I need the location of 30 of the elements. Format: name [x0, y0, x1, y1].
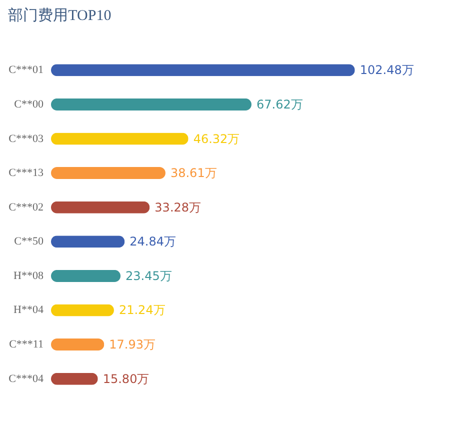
y-tick-label: C***04	[8, 372, 44, 385]
data-label: 33.28万	[154, 200, 202, 214]
data-label: 21.24万	[118, 303, 166, 318]
data-label: 17.93万	[109, 338, 156, 352]
data-label: 24.84万	[130, 234, 176, 249]
bar	[51, 201, 150, 214]
data-label: 67.62万	[256, 97, 303, 112]
bar	[51, 132, 188, 145]
chart-title: 部门费用TOP10	[8, 7, 112, 24]
bar	[51, 98, 252, 110]
y-tick-label: C**50	[14, 236, 44, 248]
bar	[51, 304, 114, 316]
y-tick-label: C***03	[8, 132, 44, 145]
y-tick-label: C***13	[8, 167, 44, 180]
y-tick-label: C***02	[8, 201, 44, 214]
y-tick-label: C***11	[9, 338, 44, 351]
bar	[51, 64, 355, 76]
y-tick-label: H**04	[14, 304, 44, 316]
bar	[51, 270, 121, 282]
data-label: 46.32万	[193, 132, 240, 146]
data-label: 23.45万	[126, 268, 172, 283]
bar	[51, 338, 104, 351]
data-label: 38.61万	[170, 166, 217, 180]
y-tick-label: C**00	[14, 98, 44, 110]
y-tick-label: H**08	[14, 270, 44, 282]
bar	[51, 236, 125, 248]
bar	[51, 167, 166, 180]
y-tick-label: C***01	[8, 64, 44, 76]
data-label: 15.80万	[102, 372, 150, 386]
data-label: 102.48万	[360, 63, 414, 78]
